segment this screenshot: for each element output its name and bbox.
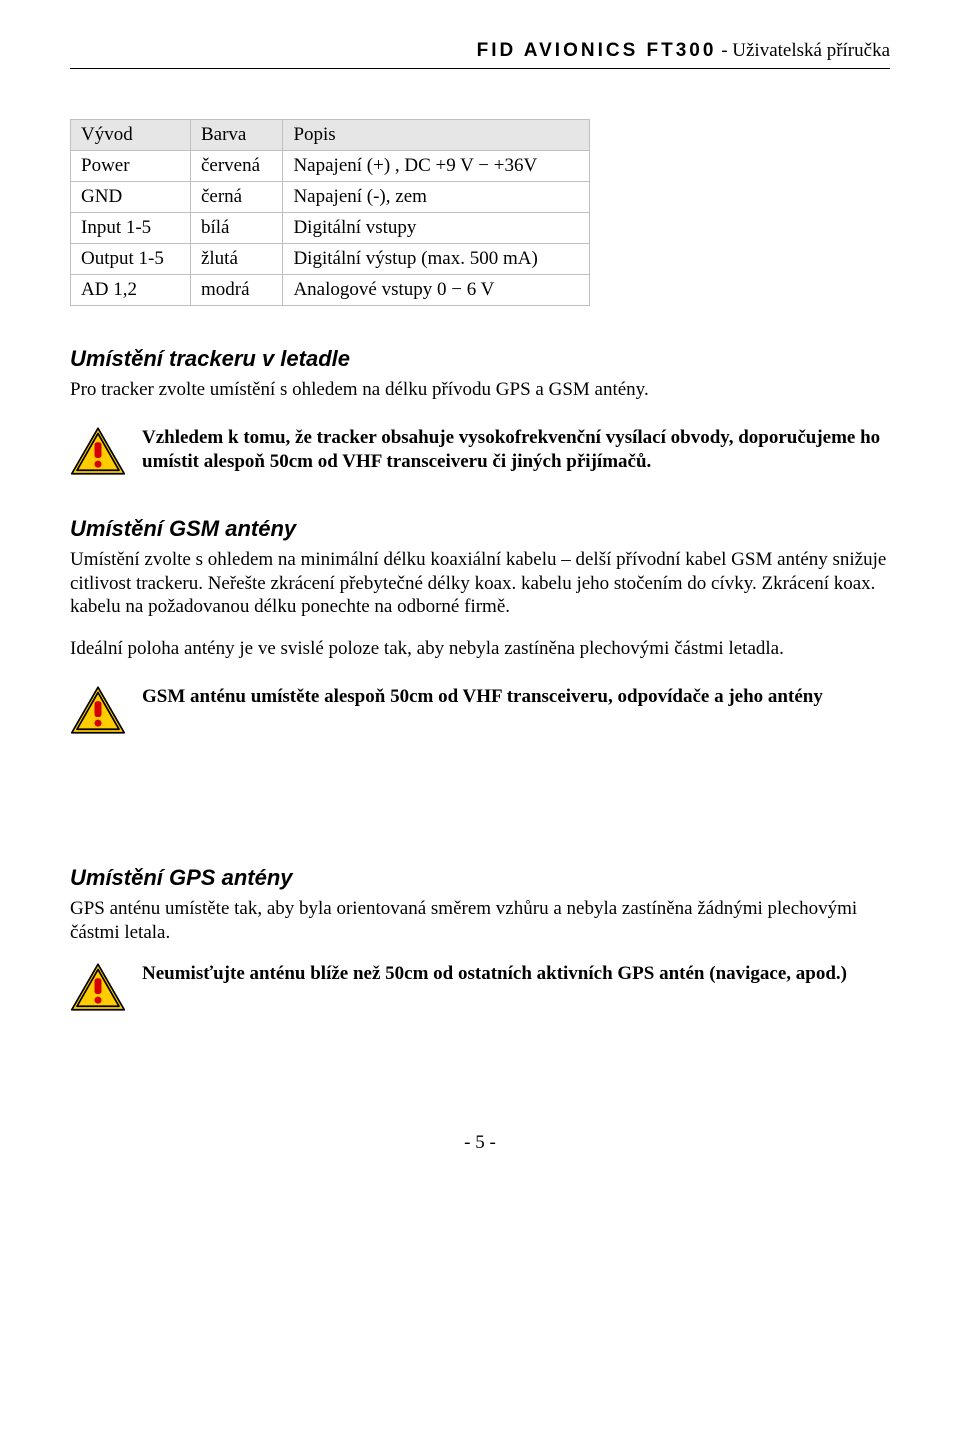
table-cell: černá [190, 182, 282, 213]
section-body: Umístění zvolte s ohledem na minimální d… [70, 548, 890, 619]
table-cell: Napajení (+) , DC +9 V − +36V [283, 151, 590, 182]
warning-text: GSM anténu umístěte alespoň 50cm od VHF … [142, 685, 890, 710]
table-cell: bílá [190, 213, 282, 244]
doc-subtitle: - Uživatelská příručka [716, 40, 890, 61]
header-rule [70, 68, 890, 69]
page-number: - 5 - [70, 1132, 890, 1154]
section-body: Ideální poloha antény je ve svislé poloz… [70, 637, 890, 661]
table-row: Output 1-5 žlutá Digitální výstup (max. … [71, 244, 590, 275]
table-cell: Digitální vstupy [283, 213, 590, 244]
table-cell: Napajení (-), zem [283, 182, 590, 213]
brand-name: FID AVIONICS FT300 [477, 40, 717, 61]
warning-icon [70, 685, 126, 735]
section-body: Pro tracker zvolte umístění s ohledem na… [70, 378, 890, 402]
table-row: GND černá Napajení (-), zem [71, 182, 590, 213]
table-header: Popis [283, 120, 590, 151]
page-container: FID AVIONICS FT300 - Uživatelská příručk… [0, 0, 960, 1184]
page-header: FID AVIONICS FT300 - Uživatelská příručk… [70, 40, 890, 62]
table-header: Vývod [71, 120, 191, 151]
warning-text: Neumisťujte anténu blíže než 50cm od ost… [142, 962, 890, 987]
spacer [70, 765, 890, 825]
table-cell: GND [71, 182, 191, 213]
table-cell: Analogové vstupy 0 − 6 V [283, 275, 590, 306]
table-row: Input 1-5 bílá Digitální vstupy [71, 213, 590, 244]
pinout-table: Vývod Barva Popis Power červená Napajení… [70, 119, 590, 306]
warning-block: Neumisťujte anténu blíže než 50cm od ost… [70, 962, 890, 1012]
warning-icon [70, 962, 126, 1012]
section-title-gps: Umístění GPS antény [70, 865, 890, 891]
table-cell: Output 1-5 [71, 244, 191, 275]
table-cell: Digitální výstup (max. 500 mA) [283, 244, 590, 275]
table-cell: žlutá [190, 244, 282, 275]
warning-block: Vzhledem k tomu, že tracker obsahuje vys… [70, 426, 890, 476]
table-cell: Power [71, 151, 191, 182]
section-body: GPS anténu umístěte tak, aby byla orient… [70, 897, 890, 945]
table-cell: AD 1,2 [71, 275, 191, 306]
table-cell: modrá [190, 275, 282, 306]
warning-text: Vzhledem k tomu, že tracker obsahuje vys… [142, 426, 890, 475]
table-row: AD 1,2 modrá Analogové vstupy 0 − 6 V [71, 275, 590, 306]
warning-icon [70, 426, 126, 476]
section-title-tracker: Umístění trackeru v letadle [70, 346, 890, 372]
table-header: Barva [190, 120, 282, 151]
table-cell: červená [190, 151, 282, 182]
section-title-gsm: Umístění GSM antény [70, 516, 890, 542]
warning-block: GSM anténu umístěte alespoň 50cm od VHF … [70, 685, 890, 735]
table-cell: Input 1-5 [71, 213, 191, 244]
table-row: Power červená Napajení (+) , DC +9 V − +… [71, 151, 590, 182]
